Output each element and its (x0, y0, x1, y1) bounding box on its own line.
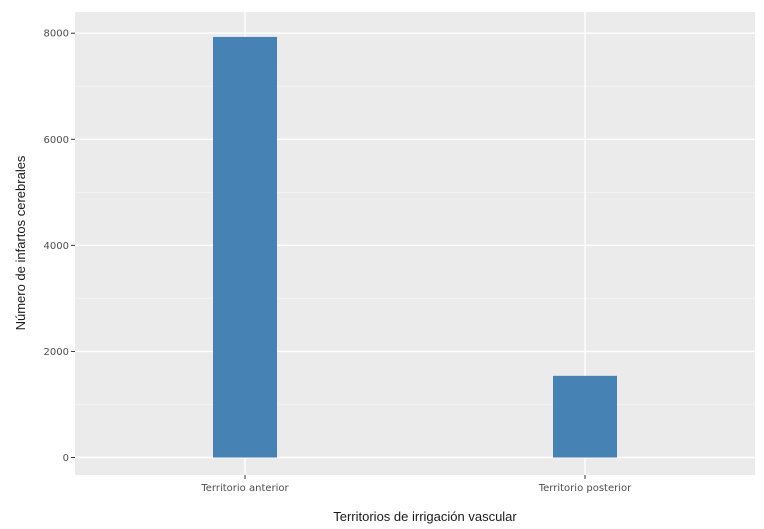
y-tick-label: 6000 (44, 135, 69, 146)
y-axis: 0 2000 4000 6000 8000 (44, 29, 75, 464)
x-axis-title: Territorios de irrigación vascular (333, 509, 517, 524)
plot-panel (75, 12, 755, 475)
y-tick-label: 0 (63, 453, 69, 464)
y-axis-title: Número de infartos cerebrales (13, 155, 28, 330)
x-axis: Territorio anterior Territorio posterior (200, 475, 632, 494)
y-tick-label: 4000 (44, 241, 69, 252)
y-tick-label: 2000 (44, 347, 69, 358)
y-tick-label: 8000 (44, 29, 69, 40)
x-tick-label: Territorio anterior (200, 483, 289, 494)
bars (213, 36, 617, 458)
bar-territorio-posterior (553, 375, 617, 458)
bar-territorio-anterior (213, 36, 277, 458)
x-tick-label: Territorio posterior (538, 483, 632, 494)
